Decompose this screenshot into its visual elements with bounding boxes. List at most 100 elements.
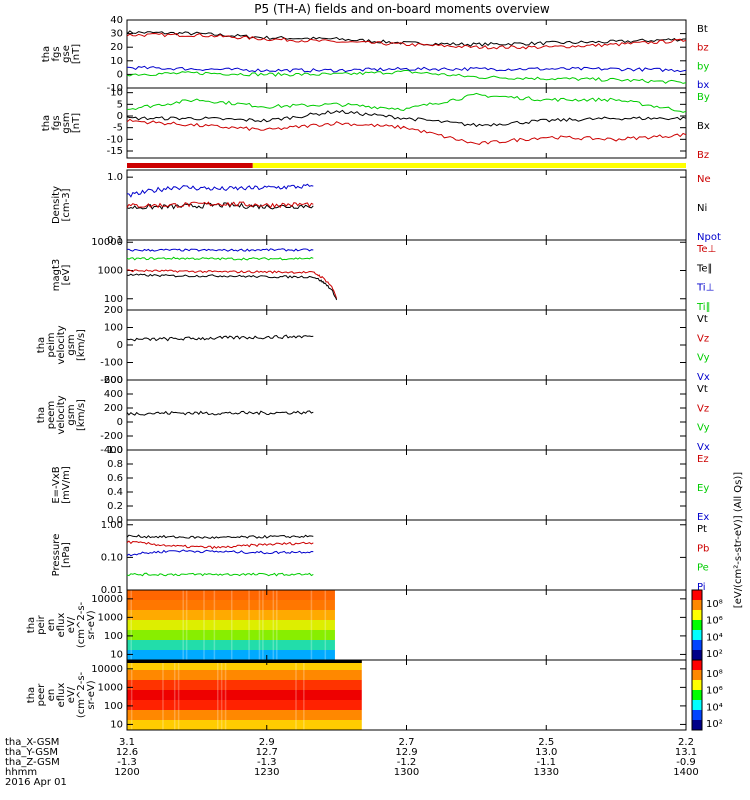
y-tick-label: 1000 bbox=[98, 265, 123, 276]
series-Bx bbox=[126, 109, 687, 128]
y-tick-label: 1000 bbox=[98, 682, 123, 693]
legend-Vt: Vt bbox=[697, 384, 708, 395]
y-tick-label: 1.00 bbox=[101, 520, 123, 531]
legend-Pe: Pe bbox=[697, 563, 709, 574]
series-Pe bbox=[126, 572, 314, 577]
y-tick-label: 5 bbox=[117, 99, 123, 110]
y-axis-label: tha bbox=[41, 46, 52, 62]
y-axis-label: peim bbox=[46, 332, 57, 357]
spectrogram-stripe bbox=[224, 660, 227, 730]
y-tick-label: 100 bbox=[104, 294, 123, 305]
colorbar-tick: 10⁴ bbox=[706, 632, 723, 643]
legend-Bt: Bt bbox=[697, 24, 708, 35]
footer-value: -1.3 bbox=[117, 757, 137, 768]
y-axis-label: [nT] bbox=[71, 113, 82, 133]
y-tick-label: 10 bbox=[110, 719, 123, 730]
footer-value: -1.3 bbox=[257, 757, 277, 768]
spectrogram-band bbox=[127, 690, 362, 700]
colorbar-tick: 10⁸ bbox=[706, 599, 723, 610]
footer-value: 1230 bbox=[254, 767, 279, 778]
y-axis-label: [km/s] bbox=[76, 329, 87, 361]
footer-value: 13.1 bbox=[675, 747, 697, 758]
colorbar-swatch bbox=[692, 680, 702, 691]
y-tick-label: -400 bbox=[100, 445, 123, 456]
legend-Npot: Npot bbox=[697, 232, 721, 243]
y-tick-label: 200 bbox=[104, 403, 123, 414]
spectrogram-band bbox=[127, 720, 362, 730]
colorbar-swatch bbox=[692, 610, 702, 621]
y-tick-label: 0.4 bbox=[107, 487, 123, 498]
spectrogram-stripe bbox=[248, 590, 250, 660]
colorbar-frame bbox=[691, 659, 703, 731]
footer-value: -0.9 bbox=[676, 757, 696, 768]
panel-peim-vel: 200 100 0 -100 -200 tha peim velocity gsm [km/s] V… bbox=[36, 305, 710, 386]
spectrogram-stripe bbox=[220, 660, 223, 730]
colorbar-swatch bbox=[692, 650, 702, 661]
y-tick-label: 20 bbox=[110, 42, 123, 53]
series-Ti⊥ bbox=[126, 248, 314, 252]
footer-value: 12.6 bbox=[116, 747, 138, 758]
footer-value: 13.0 bbox=[535, 747, 557, 758]
y-tick-label: 10000 bbox=[91, 664, 123, 675]
spectrogram-stripe bbox=[295, 660, 297, 730]
footer: tha_X-GSM 3.1 2.9 2.7 2.5 2.2 tha_Y-GSM 12.6 12.… bbox=[5, 737, 699, 788]
y-tick-label: -5 bbox=[113, 123, 123, 134]
spectrogram-band bbox=[127, 590, 335, 600]
panel-peer-flux: 10000 1000 100 10 tha peer en eflux eV/(cm^2-s-s… bbox=[26, 659, 723, 731]
y-tick-label: 100 bbox=[104, 631, 123, 642]
y-tick-label: 30 bbox=[110, 29, 123, 40]
footer-value: 12.9 bbox=[395, 747, 417, 758]
chart-title: P5 (TH-A) fields and on-board moments ov… bbox=[254, 2, 550, 16]
colorbar-side-label: [eV/(cm²-s-str-eV)] (All Qs)] bbox=[733, 472, 744, 608]
y-tick-label: 0 bbox=[117, 340, 123, 351]
y-tick-label: 0 bbox=[117, 111, 123, 122]
y-tick-label: -200 bbox=[100, 375, 123, 386]
colorbar-swatch bbox=[692, 690, 702, 701]
spectrogram-stripe bbox=[213, 590, 216, 660]
y-axis-label: fgs bbox=[51, 46, 62, 61]
y-axis-label: eflux bbox=[56, 613, 67, 638]
footer-value: 1200 bbox=[114, 767, 139, 778]
series-bx bbox=[126, 65, 687, 73]
colorbar-swatch bbox=[692, 620, 702, 631]
spectrogram-band bbox=[127, 700, 362, 710]
colorbar-tick: 10⁶ bbox=[706, 616, 723, 627]
colorbar-swatch bbox=[692, 710, 702, 721]
spectrogram-band bbox=[127, 610, 335, 620]
y-axis-label: velocity bbox=[56, 325, 67, 364]
legend-By: By bbox=[697, 92, 710, 103]
panel-peir-flux: 10000 1000 100 10 tha peir en eflux eV/(cm^2-s-s… bbox=[26, 589, 723, 661]
y-tick-label: 1.0 bbox=[107, 445, 123, 456]
y-tick-label: 10000 bbox=[91, 237, 123, 248]
panel-frame bbox=[126, 379, 687, 451]
legend-bz: bz bbox=[697, 43, 709, 54]
spectrogram-band bbox=[127, 600, 335, 610]
y-tick-label: 0.2 bbox=[107, 501, 123, 512]
y-tick-label: 100 bbox=[104, 701, 123, 712]
series-Ni bbox=[126, 202, 314, 210]
y-axis-label: velocity bbox=[56, 395, 67, 434]
legend-Pi: Pi bbox=[697, 582, 706, 593]
y-axis-label: eflux bbox=[56, 683, 67, 708]
footer-row-label: tha_Z-GSM bbox=[5, 757, 60, 768]
panel-pressure: 1.00 0.10 0.01 Pressure [nPa] Pt Pb Pe Pi bbox=[51, 519, 709, 596]
y-tick-label: -200 bbox=[100, 431, 123, 442]
y-tick-label: -10 bbox=[107, 83, 123, 94]
colorbar-swatch bbox=[692, 720, 702, 731]
spectrogram-top-edge bbox=[127, 660, 362, 663]
y-axis-label: [cm-3] bbox=[61, 188, 72, 221]
y-axis-label: tha bbox=[26, 617, 37, 633]
series-Pt bbox=[126, 534, 314, 540]
colorbar-swatch bbox=[692, 660, 702, 671]
y-axis-label: tha bbox=[36, 337, 47, 353]
legend-Vx: Vx bbox=[697, 372, 710, 383]
y-axis-label: tha bbox=[26, 687, 37, 703]
spectrogram-band bbox=[127, 640, 335, 650]
y-tick-label: 10000 bbox=[91, 594, 123, 605]
series-Ne bbox=[126, 201, 314, 209]
footer-row-label: hhmm bbox=[5, 767, 37, 778]
y-axis-label: (cm^2-s- bbox=[76, 671, 87, 718]
spectrogram-stripe bbox=[203, 590, 205, 660]
